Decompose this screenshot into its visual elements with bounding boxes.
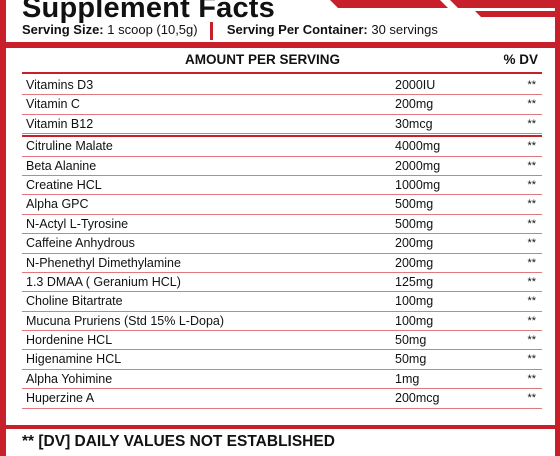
- ingredient-amount: 200mcg: [395, 391, 440, 406]
- ingredient-amount: 50mg: [395, 352, 427, 367]
- ingredient-amount: 2000IU: [395, 78, 436, 92]
- ingredient-amount: 100mg: [395, 313, 434, 328]
- ingredient-amount: 125mg: [395, 274, 434, 289]
- header-rule: [6, 42, 555, 48]
- ingredient-amount: 500mg: [395, 197, 434, 212]
- group-divider: [22, 133, 542, 138]
- ingredient-dv: **: [527, 217, 536, 230]
- table-row: Caffeine Anhydrous 200mg **: [22, 234, 542, 254]
- left-border: [0, 0, 6, 456]
- serving-separator: [210, 21, 214, 40]
- ingredient-dv: **: [527, 117, 536, 130]
- table-row: Creatine HCL 1000mg **: [22, 176, 542, 196]
- table-row: Beta Alanine 2000mg **: [22, 157, 542, 176]
- table-row: Mucuna Pruriens (Std 15% L-Dopa) 100mg **: [22, 312, 542, 332]
- ingredient-dv: **: [527, 353, 536, 366]
- table-row: Choline Bitartrate 100mg **: [22, 292, 542, 312]
- ingredient-amount: 30mcg: [395, 116, 433, 131]
- ingredient-dv: **: [527, 178, 536, 191]
- serving-info: Serving Size: 1 scoop (10,5g) Serving Pe…: [22, 19, 552, 41]
- ingredient-name: Mucuna Pruriens (Std 15% L-Dopa): [26, 313, 225, 328]
- ingredient-name: Caffeine Anhydrous: [26, 236, 135, 251]
- serving-size-label: Serving Size:: [22, 22, 104, 37]
- ingredient-name: Higenamine HCL: [26, 352, 122, 367]
- ingredient-name: N-Phenethyl Dimethylamine: [26, 255, 181, 270]
- column-header: AMOUNT PER SERVING % DV: [22, 50, 542, 70]
- serving-size-value: 1 scoop (10,5g): [107, 22, 198, 37]
- table-row: Vitamin C 200mg **: [22, 95, 542, 115]
- footer-rule: [6, 425, 555, 429]
- ingredient-amount: 4000mg: [395, 139, 441, 154]
- ingredient-amount: 50mg: [395, 333, 427, 348]
- ingredient-dv: **: [527, 237, 536, 250]
- servings-per-container-label: Serving Per Container:: [226, 22, 368, 37]
- dv-heading: % DV: [503, 52, 538, 67]
- table-row: N-Actyl L-Tyrosine 500mg **: [22, 215, 542, 235]
- table-row: Citruline Malate 4000mg **: [22, 137, 542, 157]
- ingredient-dv: **: [527, 295, 536, 308]
- ingredient-dv: **: [527, 256, 536, 269]
- ingredient-dv: **: [527, 314, 536, 327]
- ingredient-amount: 1mg: [395, 371, 420, 386]
- nutrient-table: Vitamins D3 2000IU ** Vitamin C 200mg ** Vitam…: [22, 76, 542, 409]
- table-row: N-Phenethyl Dimethylamine 200mg **: [22, 254, 542, 273]
- ingredient-amount: 200mg: [395, 97, 434, 112]
- ingredient-name: Hordenine HCL: [26, 333, 113, 348]
- ingredient-amount: 2000mg: [395, 158, 441, 173]
- table-row: Higenamine HCL 50mg **: [22, 350, 542, 370]
- ingredient-name: Citruline Malate: [26, 139, 113, 154]
- ingredient-dv: **: [527, 140, 536, 153]
- panel-title: Supplement Facts: [22, 0, 275, 24]
- servings-per-container-value: 30 servings: [371, 22, 438, 37]
- ingredient-dv: **: [527, 392, 536, 405]
- column-header-rule: [22, 72, 542, 74]
- ingredient-amount: 200mg: [395, 236, 434, 251]
- ingredient-dv: **: [527, 198, 536, 211]
- ingredient-dv: **: [527, 98, 536, 111]
- ingredient-name: Creatine HCL: [26, 177, 102, 192]
- table-row: Alpha Yohimine 1mg **: [22, 370, 542, 390]
- ingredient-name: 1.3 DMAA ( Geranium HCL): [26, 274, 181, 289]
- ingredient-amount: 100mg: [395, 294, 434, 309]
- ingredient-dv: **: [527, 334, 536, 347]
- amount-per-serving-heading: AMOUNT PER SERVING: [185, 52, 341, 67]
- ingredient-name: Vitamins D3: [26, 78, 94, 92]
- ingredient-dv: **: [527, 79, 536, 91]
- ingredient-name: Alpha Yohimine: [26, 371, 113, 386]
- ingredient-name: Beta Alanine: [26, 158, 97, 173]
- ingredient-name: Vitamin C: [26, 97, 80, 112]
- ingredient-dv: **: [527, 372, 536, 385]
- footnote: ** [DV] DAILY VALUES NOT ESTABLISHED: [22, 433, 335, 450]
- ingredient-amount: 200mg: [395, 255, 434, 270]
- ingredient-name: Choline Bitartrate: [26, 294, 123, 309]
- table-row: Alpha GPC 500mg **: [22, 195, 542, 215]
- table-row: 1.3 DMAA ( Geranium HCL) 125mg **: [22, 273, 542, 293]
- ingredient-amount: 500mg: [395, 216, 434, 231]
- decorative-stripes: [330, 0, 560, 17]
- ingredient-amount: 1000mg: [395, 177, 441, 192]
- ingredient-name: N-Actyl L-Tyrosine: [26, 216, 129, 231]
- table-row: Huperzine A 200mcg **: [22, 389, 542, 409]
- ingredient-name: Alpha GPC: [26, 197, 89, 212]
- ingredient-name: Huperzine A: [26, 391, 95, 406]
- table-row: Vitamins D3 2000IU **: [22, 76, 542, 96]
- table-row: Vitamin B12 30mcg **: [22, 115, 542, 135]
- ingredient-dv: **: [527, 275, 536, 288]
- table-row: Hordenine HCL 50mg **: [22, 331, 542, 351]
- right-border: [555, 0, 560, 456]
- ingredient-dv: **: [527, 159, 536, 172]
- ingredient-name: Vitamin B12: [26, 116, 94, 131]
